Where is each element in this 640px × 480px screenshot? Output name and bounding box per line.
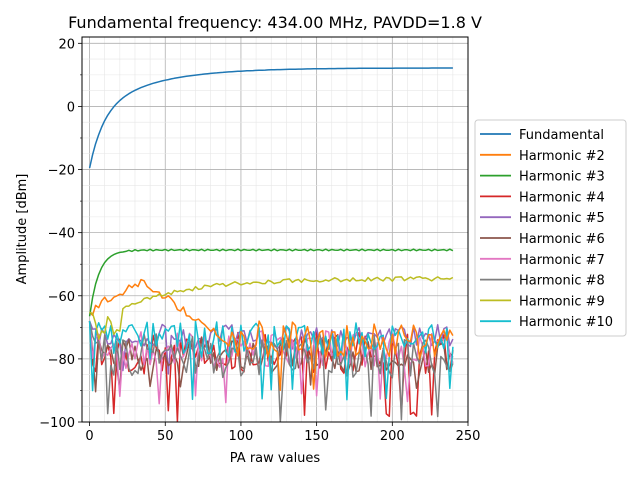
series-line-6 — [88, 320, 454, 393]
x-tick-label: 250 — [456, 429, 481, 444]
x-tick-label: 100 — [229, 429, 254, 444]
series-line-10 — [88, 320, 454, 401]
y-tick-label: −100 — [39, 416, 75, 431]
x-tick-label: 50 — [157, 429, 174, 444]
legend-box — [474, 119, 627, 337]
x-tick-label: 200 — [380, 429, 405, 444]
legend-label: Harmonic #2 — [519, 149, 605, 164]
legend-label: Harmonic #8 — [519, 274, 605, 289]
series-group — [88, 67, 454, 423]
legend-label: Harmonic #10 — [519, 315, 613, 330]
series-line-3 — [88, 248, 454, 317]
chart-title: Fundamental frequency: 434.00 MHz, PAVDD… — [68, 13, 482, 32]
y-tick-label: −20 — [48, 164, 75, 179]
x-axis-label: PA raw values — [230, 451, 321, 466]
y-tick-label: 20 — [58, 37, 75, 52]
legend-label: Harmonic #9 — [519, 294, 605, 309]
axis-ticks: 0 50 100 150 200 250 −100 −80 −60 −40 −20 0 20 — [39, 37, 480, 444]
legend-label: Harmonic #6 — [519, 232, 605, 247]
y-axis-label: Amplitude [dBm] — [15, 174, 30, 285]
x-tick-label: 0 — [85, 429, 93, 444]
series-line-1 — [88, 67, 453, 169]
legend: Fundamental Harmonic #2 Harmonic #3 Harmoni… — [474, 119, 627, 337]
plot-frame — [81, 36, 469, 423]
series-line-2 — [89, 278, 454, 392]
y-tick-label: −60 — [48, 290, 75, 305]
legend-label: Harmonic #4 — [519, 190, 605, 205]
legend-label: Harmonic #7 — [519, 253, 605, 268]
y-tick-label: 0 — [67, 100, 75, 115]
series-line-8 — [88, 320, 454, 423]
series-line-9 — [89, 275, 454, 340]
legend-label: Harmonic #3 — [519, 170, 605, 185]
legend-label: Harmonic #5 — [519, 211, 605, 226]
x-tick-label: 150 — [304, 429, 329, 444]
y-tick-label: −40 — [48, 227, 75, 242]
y-tick-label: −80 — [48, 353, 75, 368]
legend-label: Fundamental — [519, 128, 604, 143]
